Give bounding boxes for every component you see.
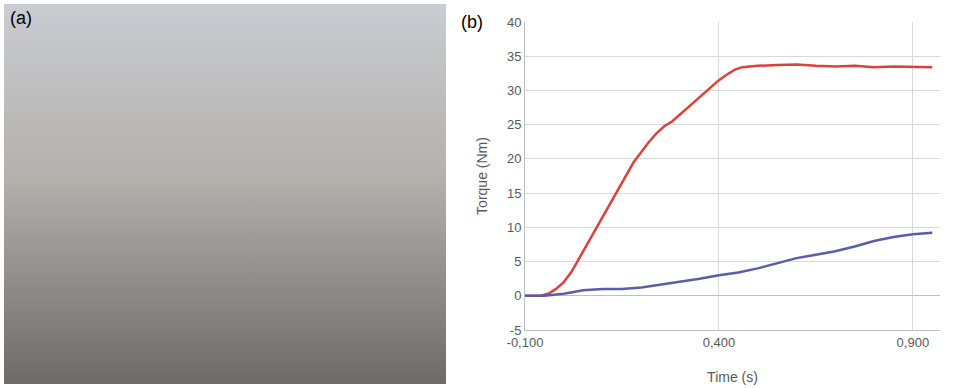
svg-text:(b): (b) (461, 12, 483, 32)
svg-text:-5: -5 (510, 323, 522, 338)
svg-text:35: 35 (507, 49, 521, 64)
svg-text:25: 25 (507, 117, 521, 132)
svg-text:Time (s): Time (s) (707, 369, 758, 385)
svg-text:5: 5 (514, 254, 521, 269)
html-text:(a): (a) (10, 8, 32, 28)
svg-text:0: 0 (514, 288, 521, 303)
svg-text:20: 20 (507, 151, 521, 166)
svg-text:0,900: 0,900 (897, 335, 930, 350)
svg-text:40: 40 (507, 15, 521, 30)
svg-text:30: 30 (507, 83, 521, 98)
svg-text:Torque (Nm): Torque (Nm) (474, 137, 490, 215)
svg-text:0,400: 0,400 (703, 335, 736, 350)
svg-text:15: 15 (507, 186, 521, 201)
svg-text:10: 10 (507, 220, 521, 235)
svg-text:-0,100: -0,100 (507, 335, 544, 350)
